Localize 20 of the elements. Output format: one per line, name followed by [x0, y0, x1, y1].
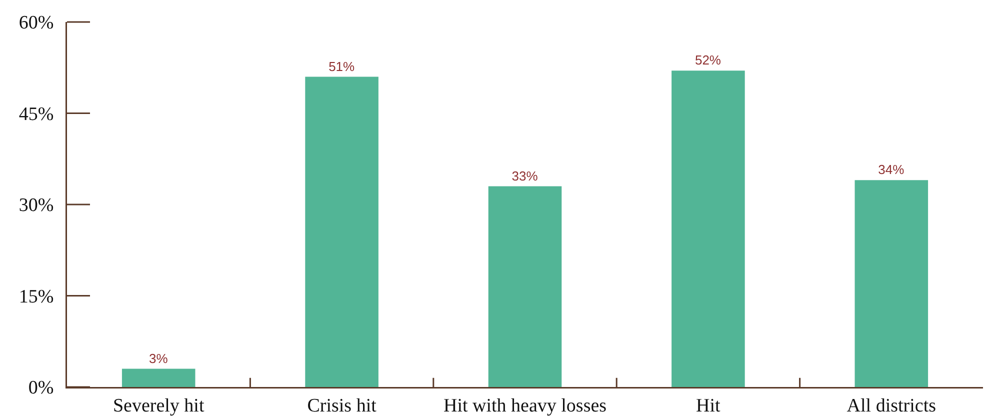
bar	[122, 368, 196, 387]
bar	[488, 186, 562, 387]
data-label: 3%	[148, 350, 168, 366]
x-tick-label: Hit with heavy losses	[443, 395, 607, 416]
data-label: 52%	[694, 52, 722, 68]
data-label: 34%	[878, 162, 905, 178]
x-tick-label: Hit	[696, 395, 722, 416]
bar	[305, 76, 378, 387]
y-tick-label: 30%	[18, 195, 54, 216]
x-tick-label: All districts	[846, 395, 936, 416]
bar	[672, 70, 745, 387]
x-tick-label: Crisis hit	[307, 395, 378, 416]
data-label: 51%	[328, 58, 356, 74]
bar	[854, 180, 928, 387]
y-tick-label: 0%	[28, 378, 54, 399]
y-tick-label: 15%	[18, 286, 54, 308]
x-tick-label: Severely hit	[112, 395, 205, 416]
data-label: 33%	[512, 168, 538, 184]
y-tick-label: 60%	[18, 12, 54, 34]
y-tick-label: 45%	[18, 104, 54, 125]
